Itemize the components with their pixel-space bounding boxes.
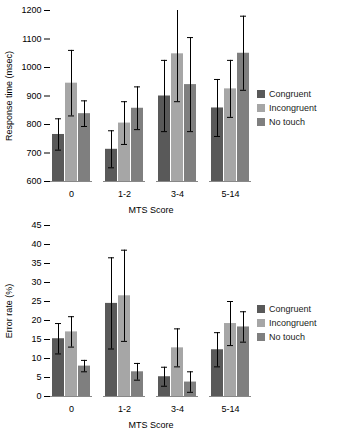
svg-text:1000: 1000	[21, 62, 41, 72]
svg-text:1-2: 1-2	[118, 404, 131, 414]
svg-text:600: 600	[26, 176, 41, 186]
html-text:Incongruent: Incongruent	[269, 317, 317, 328]
svg-text:800: 800	[26, 119, 41, 129]
svg-text:1100: 1100	[22, 34, 41, 44]
svg-text:35: 35	[31, 258, 41, 268]
svg-text:30: 30	[31, 277, 41, 287]
svg-text:0: 0	[69, 404, 74, 414]
svg-text:1200: 1200	[21, 5, 41, 15]
html-text:Congruent: Congruent	[269, 88, 311, 99]
svg-text:900: 900	[26, 91, 41, 101]
svg-text:20: 20	[31, 315, 41, 325]
svg-text:MTS Score: MTS Score	[128, 420, 173, 430]
html-text:Incongruent: Incongruent	[269, 102, 317, 113]
svg-text:0: 0	[36, 391, 41, 401]
svg-text:Response time (msec): Response time (msec)	[4, 51, 14, 141]
svg-text:1-2: 1-2	[118, 189, 131, 199]
svg-text:MTS Score: MTS Score	[128, 205, 173, 215]
svg-text:25: 25	[31, 296, 41, 306]
svg-text:45: 45	[31, 220, 41, 230]
svg-text:Error rate (%): Error rate (%)	[4, 284, 14, 339]
svg-text:40: 40	[31, 239, 41, 249]
svg-text:700: 700	[26, 148, 41, 158]
svg-text:10: 10	[31, 353, 41, 363]
html-text:No touch: No touch	[269, 331, 305, 342]
svg-text:15: 15	[31, 334, 41, 344]
svg-text:0: 0	[69, 189, 74, 199]
html-text:Congruent: Congruent	[269, 303, 311, 314]
svg-text:3-4: 3-4	[171, 189, 184, 199]
svg-text:5: 5	[36, 372, 41, 382]
svg-text:5-14: 5-14	[221, 404, 239, 414]
svg-text:3-4: 3-4	[171, 404, 184, 414]
svg-text:5-14: 5-14	[221, 189, 239, 199]
html-text:No touch: No touch	[269, 116, 305, 127]
